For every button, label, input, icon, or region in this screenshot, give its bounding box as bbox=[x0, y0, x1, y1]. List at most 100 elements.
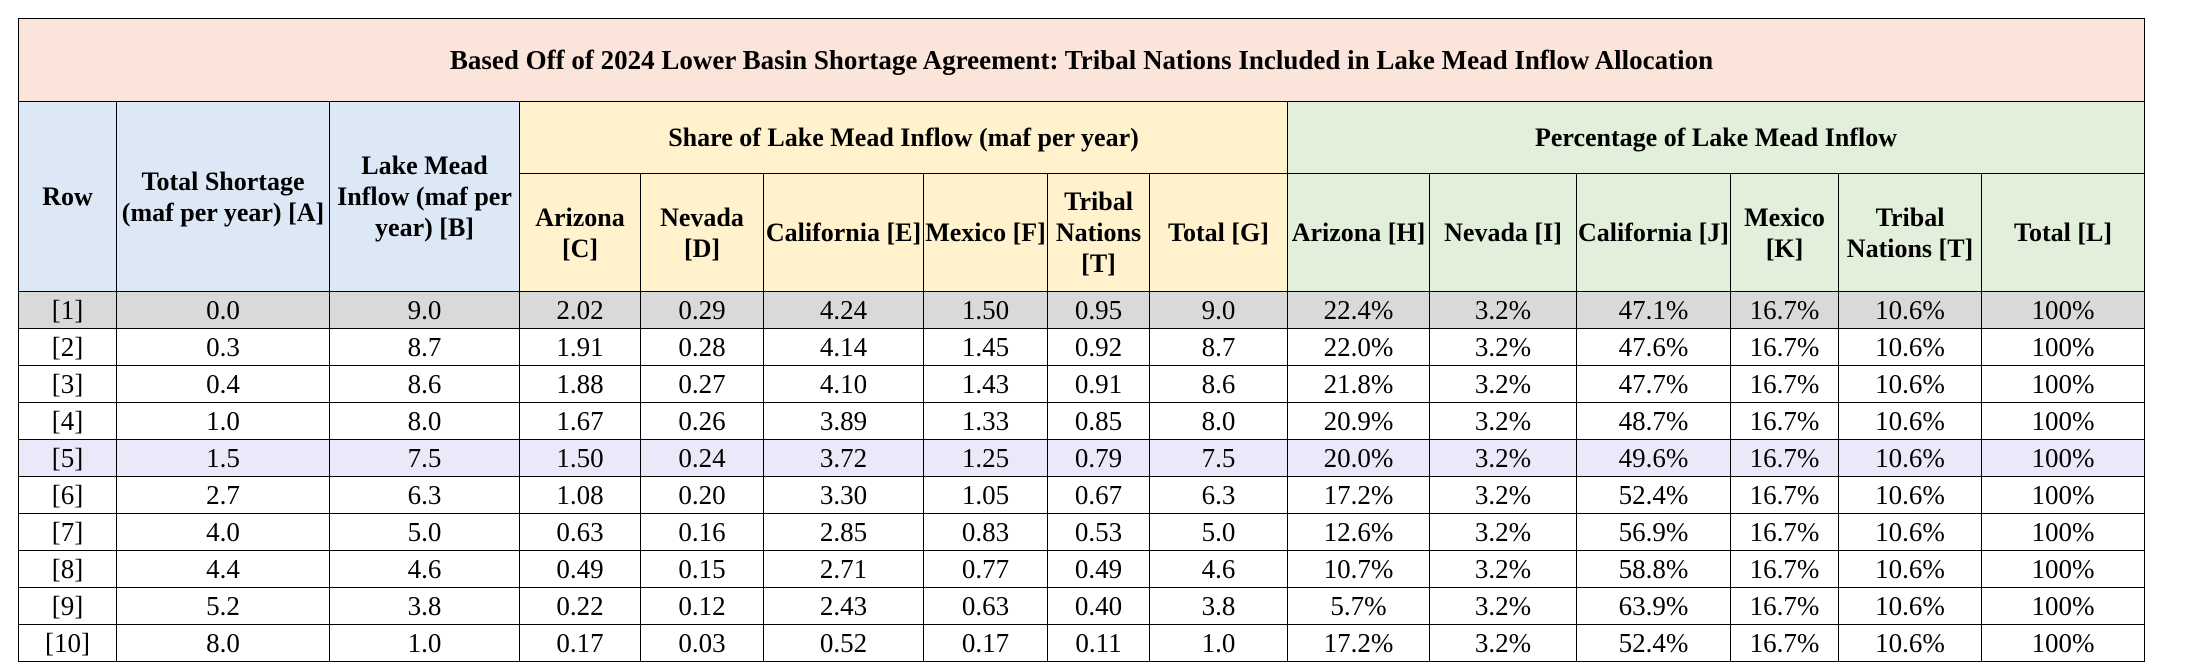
cell-share-arizona: 1.91 bbox=[519, 328, 641, 366]
cell-pct-nevada: 3.2% bbox=[1429, 513, 1577, 551]
header-share-total: Total [G] bbox=[1149, 173, 1288, 292]
cell-share-total: 5.0 bbox=[1149, 513, 1288, 551]
cell-share-arizona: 2.02 bbox=[519, 291, 641, 329]
cell-pct-arizona: 22.4% bbox=[1287, 291, 1430, 329]
cell-pct-mexico: 16.7% bbox=[1730, 365, 1839, 403]
cell-pct-nevada: 3.2% bbox=[1429, 476, 1577, 514]
cell-pct-nevada: 3.2% bbox=[1429, 291, 1577, 329]
cell-pct-mexico: 16.7% bbox=[1730, 550, 1839, 588]
cell-pct-arizona: 21.8% bbox=[1287, 365, 1430, 403]
cell-share-mexico: 0.83 bbox=[923, 513, 1048, 551]
cell-pct-tribal-nations: 10.6% bbox=[1838, 291, 1982, 329]
cell-share-total: 1.0 bbox=[1149, 624, 1288, 662]
cell-pct-mexico: 16.7% bbox=[1730, 291, 1839, 329]
cell-share-arizona: 1.50 bbox=[519, 439, 641, 477]
cell-pct-total: 100% bbox=[1981, 291, 2145, 329]
cell-share-total: 4.6 bbox=[1149, 550, 1288, 588]
table-row: [1] 0.0 9.0 2.02 0.29 4.24 1.50 0.95 9.0 22.4% 3.2… bbox=[18, 291, 2145, 329]
cell-share-california: 4.14 bbox=[763, 328, 924, 366]
cell-share-arizona: 1.08 bbox=[519, 476, 641, 514]
cell-pct-arizona: 22.0% bbox=[1287, 328, 1430, 366]
cell-row-label: [2] bbox=[18, 328, 117, 366]
cell-row-label: [9] bbox=[18, 587, 117, 625]
cell-share-california: 0.52 bbox=[763, 624, 924, 662]
cell-row-label: [7] bbox=[18, 513, 117, 551]
cell-total-shortage: 4.0 bbox=[116, 513, 330, 551]
cell-total-shortage: 4.4 bbox=[116, 550, 330, 588]
cell-pct-mexico: 16.7% bbox=[1730, 402, 1839, 440]
cell-total-shortage: 1.5 bbox=[116, 439, 330, 477]
header-pct-total: Total [L] bbox=[1981, 173, 2145, 292]
cell-pct-california: 47.7% bbox=[1576, 365, 1731, 403]
cell-pct-total: 100% bbox=[1981, 587, 2145, 625]
cell-total-shortage: 5.2 bbox=[116, 587, 330, 625]
cell-total-shortage: 0.3 bbox=[116, 328, 330, 366]
header-row: Row bbox=[18, 101, 117, 292]
cell-share-mexico: 0.63 bbox=[923, 587, 1048, 625]
cell-pct-tribal-nations: 10.6% bbox=[1838, 328, 1982, 366]
shortage-allocation-table: Based Off of 2024 Lower Basin Shortage A… bbox=[18, 18, 2145, 662]
cell-lake-mead-inflow: 8.0 bbox=[329, 402, 520, 440]
cell-pct-arizona: 12.6% bbox=[1287, 513, 1430, 551]
cell-total-shortage: 1.0 bbox=[116, 402, 330, 440]
cell-share-total: 8.0 bbox=[1149, 402, 1288, 440]
cell-share-tribal-nations: 0.53 bbox=[1047, 513, 1150, 551]
cell-share-california: 4.10 bbox=[763, 365, 924, 403]
cell-share-california: 2.71 bbox=[763, 550, 924, 588]
cell-pct-california: 63.9% bbox=[1576, 587, 1731, 625]
cell-share-california: 3.72 bbox=[763, 439, 924, 477]
cell-pct-tribal-nations: 10.6% bbox=[1838, 439, 1982, 477]
cell-share-tribal-nations: 0.67 bbox=[1047, 476, 1150, 514]
cell-pct-california: 47.1% bbox=[1576, 291, 1731, 329]
cell-share-mexico: 1.50 bbox=[923, 291, 1048, 329]
table-row: [7] 4.0 5.0 0.63 0.16 2.85 0.83 0.53 5.0 12.6% 3.2… bbox=[18, 513, 2145, 551]
table-row: [8] 4.4 4.6 0.49 0.15 2.71 0.77 0.49 4.6 10.7% 3.2… bbox=[18, 550, 2145, 588]
cell-pct-nevada: 3.2% bbox=[1429, 402, 1577, 440]
cell-row-label: [5] bbox=[18, 439, 117, 477]
header-share-group: Share of Lake Mead Inflow (maf per year) bbox=[519, 101, 1288, 174]
cell-share-california: 3.30 bbox=[763, 476, 924, 514]
cell-share-tribal-nations: 0.79 bbox=[1047, 439, 1150, 477]
cell-pct-tribal-nations: 10.6% bbox=[1838, 624, 1982, 662]
table-row: [10] 8.0 1.0 0.17 0.03 0.52 0.17 0.11 1.0 17.2% 3.… bbox=[18, 624, 2145, 662]
cell-pct-arizona: 17.2% bbox=[1287, 624, 1430, 662]
cell-share-california: 3.89 bbox=[763, 402, 924, 440]
cell-pct-nevada: 3.2% bbox=[1429, 550, 1577, 588]
cell-pct-california: 52.4% bbox=[1576, 624, 1731, 662]
cell-lake-mead-inflow: 8.6 bbox=[329, 365, 520, 403]
cell-pct-tribal-nations: 10.6% bbox=[1838, 587, 1982, 625]
cell-lake-mead-inflow: 1.0 bbox=[329, 624, 520, 662]
cell-pct-nevada: 3.2% bbox=[1429, 587, 1577, 625]
cell-share-tribal-nations: 0.92 bbox=[1047, 328, 1150, 366]
cell-share-tribal-nations: 0.95 bbox=[1047, 291, 1150, 329]
table-row: [4] 1.0 8.0 1.67 0.26 3.89 1.33 0.85 8.0 20.9% 3.2… bbox=[18, 402, 2145, 440]
cell-pct-tribal-nations: 10.6% bbox=[1838, 550, 1982, 588]
cell-share-tribal-nations: 0.85 bbox=[1047, 402, 1150, 440]
table-row: [9] 5.2 3.8 0.22 0.12 2.43 0.63 0.40 3.8 5.7% 3.2%… bbox=[18, 587, 2145, 625]
cell-row-label: [6] bbox=[18, 476, 117, 514]
cell-pct-mexico: 16.7% bbox=[1730, 624, 1839, 662]
cell-share-arizona: 0.49 bbox=[519, 550, 641, 588]
table-row: [2] 0.3 8.7 1.91 0.28 4.14 1.45 0.92 8.7 22.0% 3.2… bbox=[18, 328, 2145, 366]
cell-pct-arizona: 5.7% bbox=[1287, 587, 1430, 625]
cell-share-arizona: 0.22 bbox=[519, 587, 641, 625]
cell-lake-mead-inflow: 3.8 bbox=[329, 587, 520, 625]
cell-share-arizona: 0.17 bbox=[519, 624, 641, 662]
cell-pct-total: 100% bbox=[1981, 513, 2145, 551]
cell-pct-total: 100% bbox=[1981, 476, 2145, 514]
cell-share-nevada: 0.29 bbox=[640, 291, 764, 329]
cell-pct-tribal-nations: 10.6% bbox=[1838, 365, 1982, 403]
cell-share-total: 7.5 bbox=[1149, 439, 1288, 477]
cell-share-mexico: 1.43 bbox=[923, 365, 1048, 403]
cell-pct-mexico: 16.7% bbox=[1730, 587, 1839, 625]
cell-pct-tribal-nations: 10.6% bbox=[1838, 513, 1982, 551]
cell-lake-mead-inflow: 7.5 bbox=[329, 439, 520, 477]
cell-share-nevada: 0.24 bbox=[640, 439, 764, 477]
table-container: Based Off of 2024 Lower Basin Shortage A… bbox=[18, 18, 2145, 662]
cell-share-california: 2.85 bbox=[763, 513, 924, 551]
cell-row-label: [3] bbox=[18, 365, 117, 403]
cell-total-shortage: 0.4 bbox=[116, 365, 330, 403]
table-body: [1] 0.0 9.0 2.02 0.29 4.24 1.50 0.95 9.0 22.4% 3.2… bbox=[18, 291, 2145, 662]
cell-share-nevada: 0.27 bbox=[640, 365, 764, 403]
cell-share-arizona: 0.63 bbox=[519, 513, 641, 551]
